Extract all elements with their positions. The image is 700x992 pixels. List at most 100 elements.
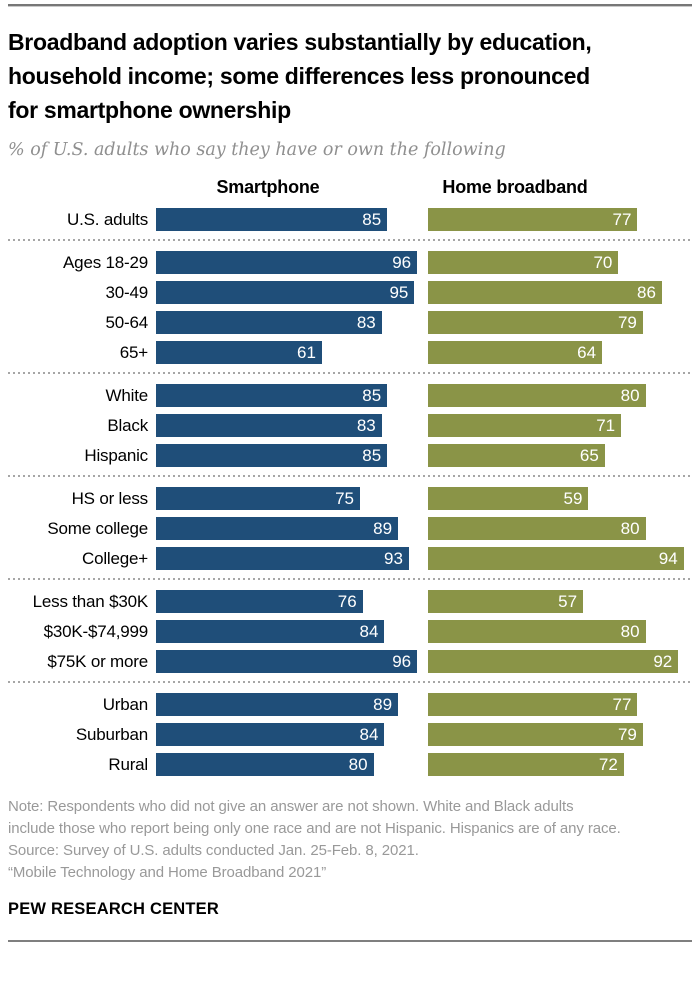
bar-value-home-broadband: 80 bbox=[620, 622, 640, 641]
group-race-ethnicity: White 85 80 Black 83 71 Hispanic 85 65 bbox=[8, 384, 692, 467]
bar-home-broadband: 77 bbox=[428, 693, 638, 716]
bar-track-smartphone: 96 bbox=[156, 251, 428, 274]
bar-home-broadband: 92 bbox=[428, 650, 679, 673]
table-row: U.S. adults 85 77 bbox=[8, 208, 692, 231]
table-row: Less than $30K 76 57 bbox=[8, 590, 692, 613]
bar-track-home-broadband: 59 bbox=[428, 487, 700, 510]
bar-home-broadband: 72 bbox=[428, 753, 624, 776]
table-row: 50-64 83 79 bbox=[8, 311, 692, 334]
bar-value-smartphone: 75 bbox=[335, 489, 354, 508]
bar-value-smartphone: 93 bbox=[384, 549, 403, 568]
table-row: White 85 80 bbox=[8, 384, 692, 407]
bar-smartphone: 89 bbox=[156, 693, 399, 716]
bar-smartphone: 75 bbox=[156, 487, 360, 510]
bottom-rule bbox=[8, 940, 692, 942]
bar-track-home-broadband: 80 bbox=[428, 620, 700, 643]
chart-body: U.S. adults 85 77 Ages 18-29 96 70 30-49 95 86 50… bbox=[8, 208, 692, 776]
table-row: Hispanic 85 65 bbox=[8, 444, 692, 467]
bar-track-smartphone: 85 bbox=[156, 384, 428, 407]
bar-value-smartphone: 85 bbox=[362, 446, 382, 465]
row-label: HS or less bbox=[71, 488, 149, 508]
row-label: Rural bbox=[108, 754, 148, 774]
bar-track-smartphone: 75 bbox=[156, 487, 428, 510]
bar-track-home-broadband: 80 bbox=[428, 517, 700, 540]
bar-value-home-broadband: 94 bbox=[658, 549, 678, 568]
bar-value-smartphone: 89 bbox=[373, 519, 393, 538]
bar-track-home-broadband: 71 bbox=[428, 414, 700, 437]
group-education: HS or less 75 59 Some college 89 80 College+ 93… bbox=[8, 487, 692, 570]
row-label: Less than $30K bbox=[32, 591, 149, 611]
bar-track-smartphone: 83 bbox=[156, 414, 428, 437]
title-line-2: household income; some differences less … bbox=[8, 63, 590, 89]
title-line-3: for smartphone ownership bbox=[8, 97, 291, 123]
chart-subtitle: % of U.S. adults who say they have or ow… bbox=[8, 140, 506, 160]
bar-value-smartphone: 96 bbox=[392, 652, 412, 671]
bar-track-home-broadband: 57 bbox=[428, 590, 700, 613]
bar-track-smartphone: 96 bbox=[156, 650, 428, 673]
bar-track-smartphone: 89 bbox=[156, 517, 428, 540]
report-title-text: “Mobile Technology and Home Broadband 20… bbox=[8, 864, 327, 881]
bar-home-broadband: 71 bbox=[428, 414, 622, 437]
bar-home-broadband: 80 bbox=[428, 620, 646, 643]
bar-home-broadband: 77 bbox=[428, 208, 638, 231]
bar-value-home-broadband: 79 bbox=[617, 725, 637, 744]
bar-home-broadband: 64 bbox=[428, 341, 603, 364]
top-rule bbox=[8, 4, 692, 7]
note-text-line-1: Note: Respondents who did not give an an… bbox=[8, 798, 574, 815]
row-label: Ages 18-29 bbox=[63, 252, 148, 272]
table-row: $30K-$74,999 84 80 bbox=[8, 620, 692, 643]
table-row: College+ 93 94 bbox=[8, 547, 692, 570]
table-row: Some college 89 80 bbox=[8, 517, 692, 540]
bar-track-smartphone: 84 bbox=[156, 620, 428, 643]
bar-smartphone: 83 bbox=[156, 311, 382, 334]
column-header-smartphone: Smartphone bbox=[216, 177, 320, 197]
note-text-line-2: include those who report being only one … bbox=[8, 820, 621, 837]
bar-value-home-broadband: 77 bbox=[612, 210, 632, 229]
row-label: $30K-$74,999 bbox=[43, 621, 149, 641]
row-label: 30-49 bbox=[105, 282, 149, 302]
row-label: 50-64 bbox=[105, 312, 149, 332]
bar-home-broadband: 59 bbox=[428, 487, 589, 510]
bar-home-broadband: 94 bbox=[428, 547, 684, 570]
column-header-home-broadband: Home broadband bbox=[442, 177, 588, 197]
row-label: White bbox=[105, 385, 149, 405]
group-separator bbox=[8, 372, 692, 374]
table-row: Black 83 71 bbox=[8, 414, 692, 437]
bar-value-home-broadband: 59 bbox=[563, 489, 583, 508]
bar-value-home-broadband: 72 bbox=[598, 755, 618, 774]
bar-value-smartphone: 83 bbox=[356, 313, 376, 332]
bar-value-home-broadband: 92 bbox=[653, 652, 673, 671]
group-community: Urban 89 77 Suburban 84 79 Rural 80 72 bbox=[8, 693, 692, 776]
bar-track-home-broadband: 86 bbox=[428, 281, 700, 304]
table-row: Suburban 84 79 bbox=[8, 723, 692, 746]
row-label: College+ bbox=[82, 548, 148, 568]
row-label: Some college bbox=[47, 518, 148, 538]
row-label: Black bbox=[107, 415, 148, 435]
bar-track-home-broadband: 94 bbox=[428, 547, 700, 570]
table-row: $75K or more 96 92 bbox=[8, 650, 692, 673]
row-label: U.S. adults bbox=[67, 209, 148, 229]
bar-smartphone: 93 bbox=[156, 547, 409, 570]
bar-value-smartphone: 84 bbox=[359, 725, 379, 744]
bar-smartphone: 85 bbox=[156, 444, 388, 467]
bar-value-home-broadband: 71 bbox=[596, 416, 616, 435]
group-separator bbox=[8, 681, 692, 683]
table-row: Urban 89 77 bbox=[8, 693, 692, 716]
bar-value-home-broadband: 65 bbox=[579, 446, 599, 465]
bar-track-home-broadband: 79 bbox=[428, 723, 700, 746]
table-row: HS or less 75 59 bbox=[8, 487, 692, 510]
bar-home-broadband: 80 bbox=[428, 517, 646, 540]
bar-track-smartphone: 85 bbox=[156, 444, 428, 467]
group-separator bbox=[8, 578, 692, 580]
group-separator bbox=[8, 475, 692, 477]
bar-value-home-broadband: 64 bbox=[577, 343, 597, 362]
bar-track-smartphone: 84 bbox=[156, 723, 428, 746]
bar-value-smartphone: 89 bbox=[373, 695, 393, 714]
column-headers: Smartphone Home broadband bbox=[8, 177, 692, 199]
bar-value-home-broadband: 80 bbox=[620, 386, 640, 405]
bar-track-home-broadband: 65 bbox=[428, 444, 700, 467]
group-separator bbox=[8, 239, 692, 241]
bar-smartphone: 85 bbox=[156, 208, 388, 231]
bar-track-home-broadband: 77 bbox=[428, 208, 700, 231]
